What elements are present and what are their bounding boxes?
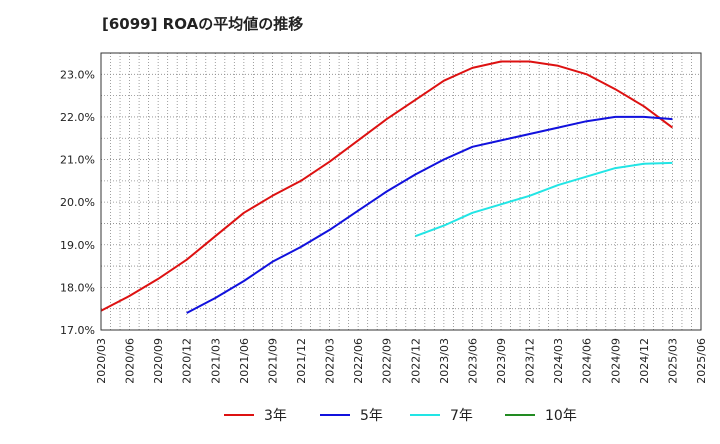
series-lines bbox=[100, 60, 673, 314]
x-tick-label: 2021/09 bbox=[266, 338, 279, 384]
y-axis-tick-labels: 17.0% 18.0% 19.0% 20.0% 21.0% 22.0% 23.0% bbox=[60, 68, 95, 337]
x-tick-label: 2022/06 bbox=[352, 338, 365, 384]
x-tick-label: 2024/12 bbox=[638, 338, 651, 384]
y-tick-label: 17.0% bbox=[60, 324, 95, 337]
y-tick-label: 18.0% bbox=[60, 281, 95, 294]
y-tick-label: 23.0% bbox=[60, 68, 95, 81]
series-line bbox=[414, 161, 673, 238]
legend-label: 7年 bbox=[450, 408, 473, 424]
x-tick-label: 2023/03 bbox=[438, 338, 451, 384]
x-tick-label: 2024/03 bbox=[552, 338, 565, 384]
legend: 3年 5年 7年 10年 bbox=[224, 408, 577, 424]
x-tick-label: 2022/12 bbox=[409, 338, 422, 384]
x-tick-label: 2023/09 bbox=[495, 338, 508, 384]
y-tick-label: 19.0% bbox=[60, 239, 95, 252]
x-tick-label: 2025/03 bbox=[666, 338, 679, 384]
series-line bbox=[186, 115, 673, 314]
x-axis-tick-labels: 2020/03 2020/06 2020/09 2020/12 2021/03 2021/… bbox=[95, 338, 708, 384]
y-tick-label: 20.0% bbox=[60, 196, 95, 209]
y-tick-label: 21.0% bbox=[60, 154, 95, 167]
x-tick-label: 2020/12 bbox=[181, 338, 194, 384]
x-tick-label: 2022/03 bbox=[324, 338, 337, 384]
x-tick-label: 2022/09 bbox=[381, 338, 394, 384]
x-tick-label: 2020/03 bbox=[95, 338, 108, 384]
y-tick-label: 22.0% bbox=[60, 111, 95, 124]
x-tick-label: 2024/06 bbox=[581, 338, 594, 384]
x-tick-label: 2025/06 bbox=[695, 338, 708, 384]
chart-title: [6099] ROAの平均値の推移 bbox=[102, 15, 304, 33]
x-tick-label: 2020/06 bbox=[124, 338, 137, 384]
legend-label: 10年 bbox=[545, 408, 577, 424]
x-tick-label: 2020/09 bbox=[152, 338, 165, 384]
x-tick-label: 2021/03 bbox=[209, 338, 222, 384]
legend-label: 3年 bbox=[264, 408, 287, 424]
grid-lines bbox=[101, 53, 701, 330]
x-tick-label: 2021/06 bbox=[238, 338, 251, 384]
x-tick-label: 2024/09 bbox=[609, 338, 622, 384]
series-line bbox=[100, 60, 673, 312]
x-tick-label: 2023/06 bbox=[466, 338, 479, 384]
x-tick-label: 2021/12 bbox=[295, 338, 308, 384]
legend-label: 5年 bbox=[360, 408, 383, 424]
plot-frame bbox=[100, 52, 702, 331]
x-tick-label: 2023/12 bbox=[524, 338, 537, 384]
